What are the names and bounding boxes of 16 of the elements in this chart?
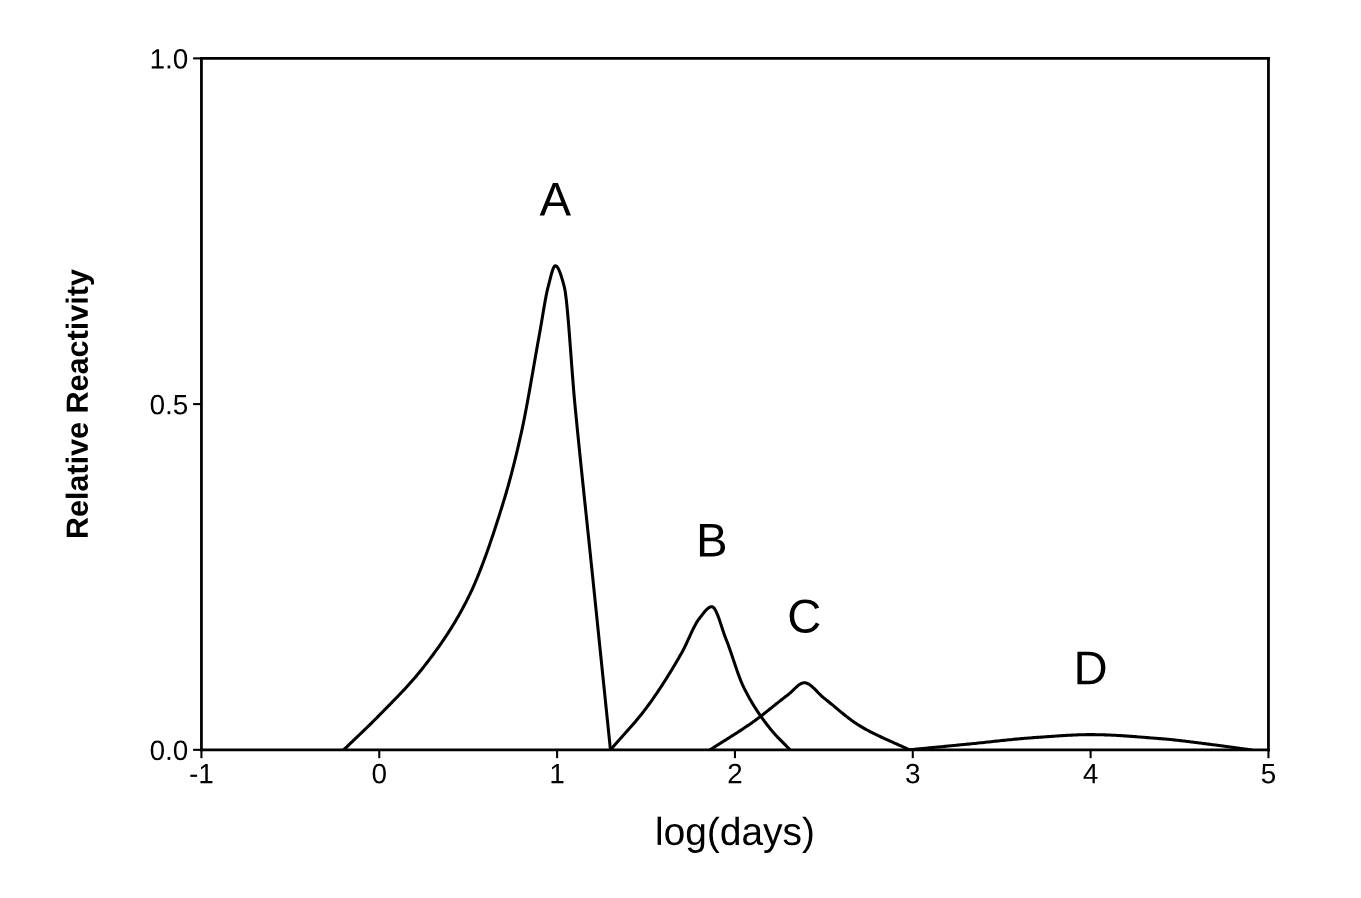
x-tick-label: 5 [1261,764,1276,784]
x-tick-label: 3 [906,763,920,784]
x-tick-label: 1 [551,764,564,784]
series-label: B [699,523,726,557]
series-label: D [1077,651,1106,685]
x-tick-label: 4 [1083,764,1098,784]
y-tick-label: 0.5 [150,394,188,415]
x-tick-label: -1 [190,764,213,784]
series-label: A [539,183,571,216]
y-tick-label: 1.0 [151,49,188,69]
series-label: C [789,599,820,633]
x-tick-label: 0 [372,763,386,784]
y-tick-label: 0.0 [150,740,188,761]
x-axis-title: log(days) [657,816,813,853]
y-axis-title: Relative Reactivity [65,269,95,538]
x-tick-label: 2 [728,763,742,784]
